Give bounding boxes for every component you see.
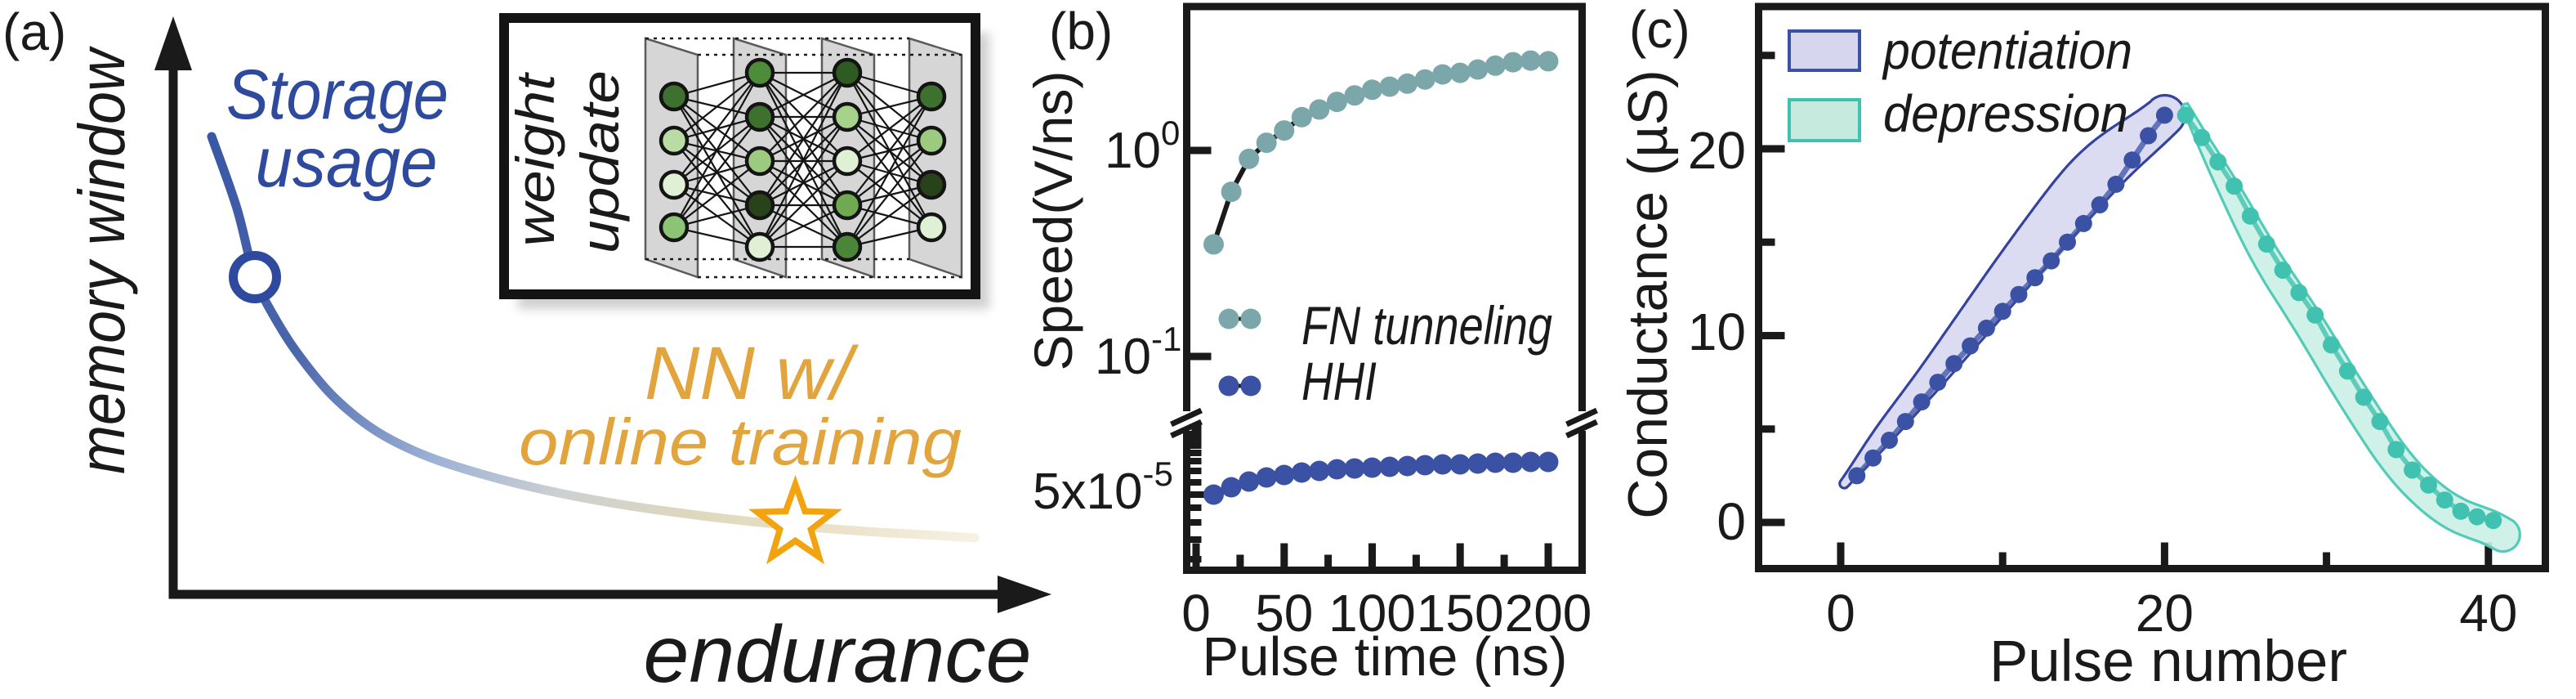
svg-text:Speed(V/ns): Speed(V/ns) xyxy=(1023,71,1083,371)
svg-text:endurance: endurance xyxy=(644,609,1032,695)
svg-text:weight: weight xyxy=(505,72,565,247)
svg-text:100: 100 xyxy=(1328,584,1416,643)
svg-text:usage: usage xyxy=(256,123,438,202)
svg-text:potentiation: potentiation xyxy=(1882,21,2132,80)
svg-text:Pulse number: Pulse number xyxy=(1989,630,2347,694)
svg-text:0: 0 xyxy=(1181,584,1211,643)
svg-text:Storage: Storage xyxy=(226,56,449,134)
svg-text:40: 40 xyxy=(2459,584,2517,643)
svg-text:NN w/: NN w/ xyxy=(645,332,859,415)
svg-text:20: 20 xyxy=(1688,121,1746,180)
svg-text:depression: depression xyxy=(1883,84,2128,143)
svg-text:0: 0 xyxy=(1717,492,1746,551)
svg-text:FN tunneling: FN tunneling xyxy=(1301,295,1552,356)
svg-text:(b): (b) xyxy=(1049,2,1113,60)
svg-text:online training: online training xyxy=(519,406,962,478)
svg-text:HHI: HHI xyxy=(1301,351,1377,411)
svg-text:50: 50 xyxy=(1255,584,1313,643)
svg-text:200: 200 xyxy=(1505,584,1592,643)
svg-text:memory window: memory window xyxy=(65,45,138,474)
svg-text:150: 150 xyxy=(1417,584,1504,643)
svg-text:update: update xyxy=(569,70,630,253)
svg-text:(a): (a) xyxy=(2,2,66,61)
svg-text:Pulse time (ns): Pulse time (ns) xyxy=(1203,626,1568,688)
svg-text:0: 0 xyxy=(1826,584,1855,643)
svg-text:5x10-5: 5x10-5 xyxy=(1033,455,1173,520)
svg-text:10: 10 xyxy=(1688,302,1746,361)
svg-text:(c): (c) xyxy=(1629,0,1690,59)
svg-text:20: 20 xyxy=(2136,584,2194,643)
svg-text:Conductance (µS): Conductance (µS) xyxy=(1617,69,1679,518)
